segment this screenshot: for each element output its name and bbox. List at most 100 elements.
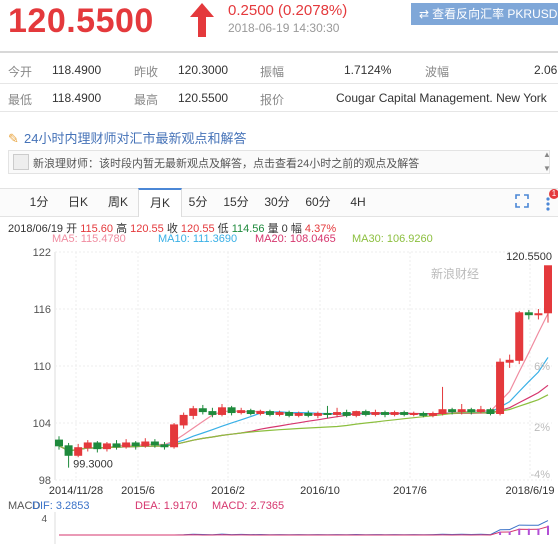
y-tick-label: 122 (33, 247, 51, 259)
wave-label: 波幅 (425, 63, 449, 80)
quote-row-1: 今开 118.4900 昨收 120.3000 振幅 1.7124% 波幅 2.… (0, 57, 558, 84)
tab-3[interactable]: 月K (138, 188, 182, 217)
candle-body (334, 413, 341, 415)
amplitude-value: 1.7124% (344, 63, 391, 77)
candle-body (180, 415, 187, 425)
macd-bar (537, 529, 539, 535)
candle-body (190, 409, 197, 416)
candle-body (151, 442, 158, 445)
current-price: 120.5500 (8, 2, 154, 41)
pct-tick-label: -4% (530, 469, 550, 481)
quoter-label: 报价 (260, 91, 284, 108)
tab-7[interactable]: 60分 (298, 189, 338, 215)
reverse-rate-button[interactable]: ⇄查看反向汇率 PKRUSD (411, 3, 558, 25)
macd-bar (547, 526, 549, 535)
macd-bar (528, 529, 530, 535)
tab-2[interactable]: 周K (98, 189, 138, 215)
candle-body (276, 413, 283, 415)
tab-0[interactable]: 1分 (20, 189, 58, 215)
candle-body (65, 446, 72, 456)
notice-title-text: 24小时内理财师对汇市最新观点和解答 (24, 131, 246, 146)
macd-axis-label: 4 (41, 514, 47, 525)
tab-4[interactable]: 5分 (180, 189, 216, 215)
quote-datetime: 2018-06-19 14:30:30 (228, 21, 339, 35)
candle-body (209, 412, 216, 415)
notice-title[interactable]: ✎ 24小时内理财师对汇市最新观点和解答 (8, 128, 246, 147)
amplitude-label: 振幅 (260, 63, 284, 80)
watermark: 新浪财经 (431, 266, 479, 281)
header-divider (0, 51, 558, 53)
candle-body (161, 445, 168, 447)
macd-label: MACD: 2.7365 (212, 500, 284, 512)
candle-body (516, 313, 523, 361)
candle-body (113, 444, 120, 447)
candle-body (94, 443, 101, 449)
candle-body (123, 443, 130, 447)
advisor-notice: ✎ 24小时内理财师对汇市最新观点和解答 新浪理财师：该时段内暂无最新观点及解答，… (0, 124, 558, 180)
tab-5[interactable]: 15分 (216, 189, 256, 215)
prev-close-value: 120.3000 (178, 63, 228, 77)
scroll-up-icon[interactable]: ▲ (543, 150, 551, 159)
pct-tick-label: 6% (534, 361, 550, 373)
price-change: 0.2500 (0.2078%) (228, 2, 347, 19)
tab-6[interactable]: 30分 (256, 189, 298, 215)
y-tick-label: 110 (33, 361, 51, 373)
lightbulb-icon: ✎ (8, 131, 20, 143)
candle-body (219, 408, 226, 415)
tab-8[interactable]: 4H (338, 189, 378, 215)
prev-close-label: 昨收 (134, 63, 158, 80)
notice-message-box[interactable]: 新浪理财师：该时段内暂无最新观点及解答，点击查看24小时之前的观点及解答 (8, 150, 550, 174)
ma20-line (59, 385, 548, 450)
low-label: 最低 (8, 91, 32, 108)
macd-bar (518, 529, 520, 535)
fullscreen-icon[interactable] (515, 194, 529, 208)
candle-body (142, 442, 149, 446)
candle-body (314, 414, 321, 416)
quoter-value: Cougar Capital Management. New York (336, 91, 547, 105)
candle-body (238, 411, 245, 413)
x-tick-label: 2016/2 (211, 485, 245, 497)
notification-badge: 1 (549, 189, 558, 199)
candle-body (535, 314, 542, 315)
x-tick-label: 2015/6 (121, 485, 155, 497)
tab-1[interactable]: 日K (58, 189, 98, 215)
candle-body (372, 413, 379, 415)
candle-body (257, 412, 264, 414)
candle-body (468, 410, 475, 412)
avatar (13, 154, 29, 170)
candle-body (305, 414, 312, 416)
candle-body (171, 425, 178, 447)
candle-body (266, 412, 273, 415)
candle-body (525, 313, 532, 315)
candle-body (497, 362, 504, 413)
quote-row-2: 最低 118.4900 最高 120.5500 报价 Cougar Capita… (0, 85, 558, 112)
candle-body (84, 443, 91, 448)
notice-message: 新浪理财师：该时段内暂无最新观点及解答，点击查看24小时之前的观点及解答 (33, 155, 419, 171)
reverse-rate-label: 查看反向汇率 PKRUSD (432, 7, 557, 21)
min-price-label: 99.3000 (73, 459, 113, 471)
max-price-label: 120.5500 (506, 251, 552, 263)
candle-body (324, 414, 331, 415)
candle-body (420, 414, 427, 416)
scroll-down-icon[interactable]: ▼ (543, 164, 551, 173)
macd-bar (499, 532, 501, 535)
x-tick-label: 2014/11/28 (49, 485, 103, 497)
up-arrow-icon (188, 1, 216, 39)
high-label: 最高 (134, 91, 158, 108)
x-tick-label: 2018/6/19 (506, 485, 555, 497)
candle-body (353, 412, 360, 416)
pct-tick-label: 2% (534, 422, 550, 434)
candle-body (247, 411, 254, 414)
candle-body (228, 408, 235, 413)
candle-body (545, 266, 552, 313)
candle-body (132, 443, 139, 446)
candle-body (56, 440, 63, 446)
x-tick-label: 2017/6 (393, 485, 427, 497)
quote-header: 120.5500 0.2500 (0.2078%) 2018-06-19 14:… (0, 0, 558, 50)
wave-value: 2.06 (534, 63, 557, 77)
ma5-line (59, 314, 548, 451)
low-value: 118.4900 (52, 91, 101, 105)
macd-bar (509, 532, 511, 535)
